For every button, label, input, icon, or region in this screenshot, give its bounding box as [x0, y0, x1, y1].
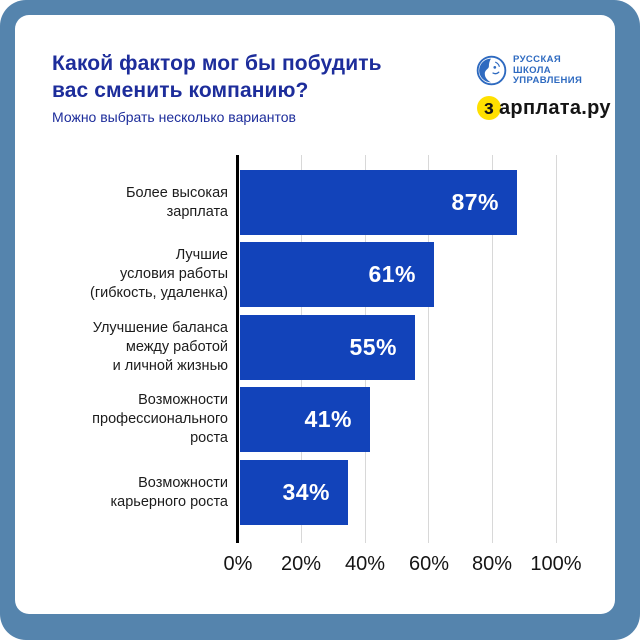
gridline-100 — [556, 155, 557, 543]
bar-row: Более высокая зарплата 87% — [0, 170, 640, 235]
x-tick: 0% — [223, 553, 253, 575]
y-axis-line — [236, 155, 239, 543]
page-title-line2: вас сменить компанию? — [52, 79, 309, 102]
zarplata-accent-circle: з — [477, 96, 501, 120]
bar-segment: 87% — [240, 170, 517, 235]
bar-value-label: 34% — [282, 479, 330, 505]
x-tick: 80% — [471, 553, 513, 575]
bar-segment: 61% — [240, 242, 434, 307]
gridline-60 — [428, 155, 429, 543]
rsu-globe-face-icon — [476, 55, 507, 86]
zarplata-logo: з арплата.ру — [477, 96, 611, 120]
bar-value-label: 55% — [349, 334, 397, 360]
zarplata-logo-text: арплата.ру — [499, 96, 611, 119]
zarplata-first-letter: з — [483, 96, 495, 119]
rsu-logo: РУССКАЯ ШКОЛА УПРАВЛЕНИЯ — [476, 54, 583, 87]
bar-value-label: 61% — [368, 261, 416, 287]
page-title: Какой фактор мог бы побудить вас сменить… — [52, 50, 452, 104]
category-label: Лучшие условия работы (гибкость, удаленк… — [90, 247, 228, 301]
x-tick: 40% — [344, 553, 386, 575]
bar-row: Возможности карьерного роста 34% — [0, 460, 640, 525]
x-axis: 0% 20% 40% 60% 80% 100% — [0, 553, 640, 583]
x-tick: 60% — [408, 553, 450, 575]
category-label: Возможности профессионального роста — [92, 392, 228, 446]
bar-row: Улучшение баланса между работой и личной… — [0, 315, 640, 380]
bar-row: Лучшие условия работы (гибкость, удаленк… — [0, 242, 640, 307]
x-tick: 20% — [280, 553, 322, 575]
category-label: Более высокая зарплата — [125, 184, 228, 220]
bar-chart: Более высокая зарплата 87% Лучшие услови… — [0, 155, 640, 595]
x-tick: 100% — [530, 553, 582, 575]
category-label: Улучшение баланса между работой и личной… — [92, 320, 228, 374]
page-title-line1: Какой фактор мог бы побудить — [52, 52, 382, 75]
bar-segment: 55% — [240, 315, 415, 380]
category-label: Возможности карьерного роста — [110, 474, 228, 510]
bar-row: Возможности профессионального роста 41% — [0, 387, 640, 452]
bar-value-label: 41% — [304, 406, 352, 432]
gridline-80 — [492, 155, 493, 543]
page-subtitle: Можно выбрать несколько вариантов — [52, 109, 296, 125]
bar-value-label: 87% — [451, 189, 499, 215]
bar-segment: 34% — [240, 460, 348, 525]
bar-segment: 41% — [240, 387, 370, 452]
rsu-logo-text: РУССКАЯ ШКОЛА УПРАВЛЕНИЯ — [513, 54, 583, 86]
